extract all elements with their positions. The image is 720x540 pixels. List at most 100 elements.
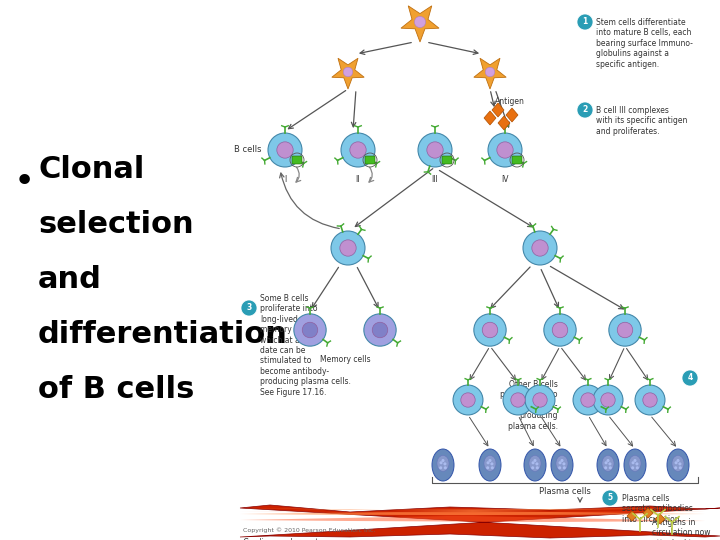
- Text: B cell III complexes
with its specific antigen
and proliferates.: B cell III complexes with its specific a…: [596, 106, 688, 136]
- Circle shape: [577, 102, 593, 118]
- Text: 4: 4: [688, 374, 693, 382]
- Circle shape: [536, 462, 539, 465]
- Circle shape: [350, 142, 366, 158]
- Circle shape: [341, 133, 375, 167]
- Circle shape: [485, 68, 495, 77]
- Circle shape: [488, 133, 522, 167]
- Circle shape: [439, 461, 443, 464]
- Text: of B cells: of B cells: [38, 375, 194, 404]
- Circle shape: [606, 459, 610, 462]
- Circle shape: [532, 240, 548, 256]
- Text: III: III: [431, 175, 438, 184]
- Circle shape: [531, 461, 535, 464]
- Circle shape: [593, 385, 623, 415]
- Circle shape: [677, 459, 680, 462]
- Circle shape: [294, 314, 326, 346]
- Polygon shape: [240, 508, 705, 515]
- Circle shape: [617, 322, 633, 338]
- Circle shape: [482, 322, 498, 338]
- Text: Cardiovascular system: Cardiovascular system: [243, 538, 330, 540]
- Text: 1: 1: [582, 17, 588, 26]
- Circle shape: [241, 300, 257, 316]
- Polygon shape: [498, 116, 510, 130]
- Ellipse shape: [624, 449, 646, 481]
- Circle shape: [573, 385, 603, 415]
- Circle shape: [631, 461, 634, 464]
- Ellipse shape: [597, 449, 619, 481]
- Circle shape: [635, 385, 665, 415]
- Circle shape: [675, 461, 678, 464]
- Circle shape: [544, 314, 576, 346]
- Circle shape: [525, 385, 555, 415]
- Ellipse shape: [479, 449, 501, 481]
- Circle shape: [563, 466, 566, 469]
- Circle shape: [474, 314, 506, 346]
- Ellipse shape: [551, 449, 573, 481]
- Text: II: II: [356, 175, 360, 184]
- Ellipse shape: [529, 455, 541, 471]
- Circle shape: [609, 314, 641, 346]
- Circle shape: [268, 133, 302, 167]
- Circle shape: [631, 466, 634, 469]
- Text: B cells: B cells: [235, 145, 262, 154]
- Circle shape: [427, 142, 444, 158]
- Circle shape: [343, 68, 353, 77]
- Polygon shape: [506, 108, 518, 122]
- Circle shape: [581, 393, 595, 407]
- Circle shape: [605, 461, 608, 464]
- Circle shape: [418, 133, 452, 167]
- Circle shape: [634, 459, 636, 462]
- Text: I: I: [284, 175, 286, 184]
- Circle shape: [608, 462, 611, 465]
- Circle shape: [331, 231, 365, 265]
- Ellipse shape: [432, 449, 454, 481]
- Text: differentiation: differentiation: [38, 320, 288, 349]
- Circle shape: [503, 385, 533, 415]
- Circle shape: [488, 459, 492, 462]
- Circle shape: [444, 462, 446, 465]
- Text: Memory cells: Memory cells: [320, 355, 370, 364]
- Ellipse shape: [437, 455, 449, 471]
- Circle shape: [577, 14, 593, 30]
- Circle shape: [558, 466, 561, 469]
- Text: IV: IV: [501, 175, 509, 184]
- Circle shape: [679, 466, 682, 469]
- Circle shape: [600, 393, 615, 407]
- Polygon shape: [401, 6, 439, 42]
- Text: 5: 5: [608, 494, 613, 503]
- Text: Other B cells
proliferate into
antibody-
producing
plasma cells.: Other B cells proliferate into antibody-…: [500, 380, 558, 430]
- Circle shape: [453, 385, 483, 415]
- Polygon shape: [240, 511, 705, 522]
- Polygon shape: [484, 111, 496, 125]
- Polygon shape: [240, 505, 720, 538]
- Circle shape: [486, 466, 489, 469]
- Circle shape: [487, 461, 490, 464]
- Circle shape: [643, 393, 657, 407]
- Polygon shape: [474, 58, 506, 89]
- FancyBboxPatch shape: [365, 156, 375, 164]
- FancyBboxPatch shape: [442, 156, 452, 164]
- Circle shape: [534, 459, 536, 462]
- Circle shape: [276, 142, 293, 158]
- Ellipse shape: [629, 455, 641, 471]
- Circle shape: [552, 322, 568, 338]
- Polygon shape: [643, 508, 653, 518]
- Circle shape: [674, 466, 678, 469]
- Circle shape: [602, 490, 618, 506]
- Ellipse shape: [524, 449, 546, 481]
- Circle shape: [523, 231, 557, 265]
- Ellipse shape: [602, 455, 614, 471]
- Circle shape: [560, 459, 564, 462]
- Circle shape: [441, 459, 444, 462]
- Circle shape: [340, 240, 356, 256]
- Circle shape: [559, 461, 562, 464]
- Circle shape: [439, 466, 442, 469]
- Text: •: •: [14, 165, 35, 199]
- Text: Clonal: Clonal: [38, 155, 145, 184]
- Circle shape: [302, 322, 318, 338]
- Text: Antigens in
circulation now
attached to
circulating
antibodies: Antigens in circulation now attached to …: [652, 518, 711, 540]
- Circle shape: [678, 462, 681, 465]
- Text: Antigen: Antigen: [495, 97, 525, 106]
- Text: Plasma cells
secrete antibodies
into circulation.: Plasma cells secrete antibodies into cir…: [622, 494, 693, 524]
- Circle shape: [444, 466, 447, 469]
